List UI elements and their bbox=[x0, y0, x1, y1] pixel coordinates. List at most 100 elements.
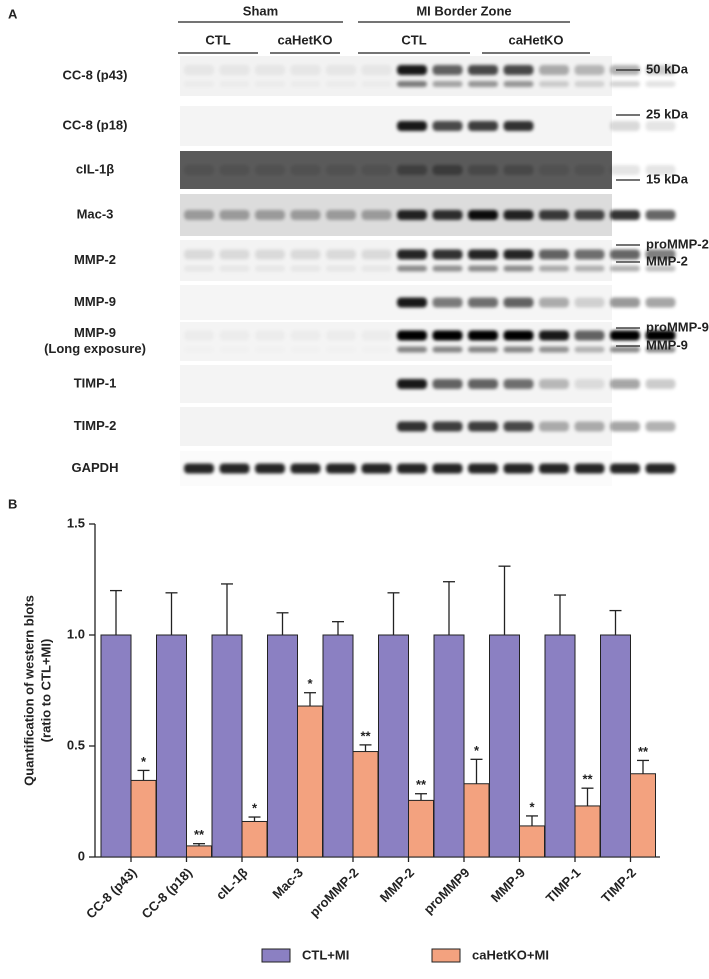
band bbox=[574, 330, 605, 341]
y-tick-label: 0.5 bbox=[67, 737, 85, 752]
band bbox=[432, 330, 463, 341]
band bbox=[184, 463, 214, 474]
band bbox=[610, 463, 640, 474]
band bbox=[503, 81, 534, 87]
band bbox=[290, 265, 321, 272]
band bbox=[432, 463, 463, 474]
blot-bands bbox=[220, 330, 676, 353]
band bbox=[290, 165, 321, 175]
band bbox=[219, 265, 250, 272]
marker-label: proMMP-9 bbox=[646, 319, 709, 334]
band bbox=[432, 297, 463, 308]
band bbox=[574, 297, 605, 308]
x-tick-label: TIMP-2 bbox=[598, 865, 639, 906]
band bbox=[362, 81, 392, 87]
subgroup-label: caHetKO bbox=[509, 32, 564, 47]
band bbox=[610, 249, 640, 260]
band bbox=[539, 330, 569, 341]
row-label: CC-8 (p18) bbox=[62, 117, 127, 132]
row-label: Mac-3 bbox=[77, 206, 114, 221]
band bbox=[184, 265, 214, 272]
band bbox=[574, 463, 605, 474]
significance: ** bbox=[360, 728, 371, 743]
blot-bands bbox=[184, 249, 676, 272]
band bbox=[290, 463, 321, 474]
band bbox=[468, 330, 498, 341]
band bbox=[326, 165, 356, 175]
band bbox=[397, 330, 427, 341]
band bbox=[503, 421, 534, 432]
band bbox=[255, 249, 285, 260]
band bbox=[610, 210, 640, 220]
band bbox=[255, 265, 285, 272]
band bbox=[326, 81, 356, 87]
band bbox=[574, 421, 605, 432]
band bbox=[326, 249, 356, 260]
band bbox=[610, 81, 640, 87]
band bbox=[468, 297, 498, 308]
band bbox=[610, 379, 640, 389]
band bbox=[645, 165, 676, 175]
band bbox=[574, 379, 605, 389]
significance: * bbox=[529, 799, 535, 814]
significance: * bbox=[474, 743, 480, 758]
band bbox=[220, 81, 250, 87]
blot-bands bbox=[397, 121, 676, 131]
significance: * bbox=[307, 676, 313, 691]
bar bbox=[130, 779, 157, 858]
band bbox=[574, 65, 605, 75]
y-axis-label: (ratio to CTL+MI) bbox=[38, 639, 53, 743]
band bbox=[574, 265, 605, 272]
band bbox=[397, 265, 427, 272]
band bbox=[645, 210, 676, 220]
band bbox=[362, 331, 392, 341]
band bbox=[290, 210, 321, 220]
band bbox=[468, 265, 498, 272]
band bbox=[539, 379, 569, 389]
band bbox=[397, 65, 427, 75]
row-label: TIMP-2 bbox=[74, 418, 117, 433]
band bbox=[255, 65, 285, 75]
x-tick-label: MMP-9 bbox=[488, 865, 528, 905]
band bbox=[574, 346, 605, 353]
band bbox=[503, 346, 534, 353]
bar bbox=[297, 705, 323, 858]
band bbox=[432, 265, 463, 272]
legend-swatch bbox=[261, 948, 291, 963]
x-tick-label: Mac-3 bbox=[269, 865, 306, 902]
band bbox=[219, 165, 250, 175]
row-label: CC-8 (p43) bbox=[62, 67, 127, 82]
y-axis-label: Quantification of western blots bbox=[21, 595, 36, 786]
band bbox=[326, 210, 356, 220]
marker-label: 15 kDa bbox=[646, 171, 689, 186]
band bbox=[503, 265, 534, 272]
band bbox=[539, 210, 569, 220]
band bbox=[184, 249, 214, 260]
band bbox=[468, 65, 498, 75]
band bbox=[468, 463, 498, 474]
band bbox=[610, 165, 640, 175]
band bbox=[255, 331, 285, 341]
row-sublabel: (Long exposure) bbox=[44, 341, 146, 356]
blot-bands bbox=[397, 379, 676, 389]
band bbox=[361, 65, 392, 75]
band bbox=[645, 346, 676, 353]
y-tick-label: 0 bbox=[78, 848, 85, 863]
band bbox=[645, 463, 676, 474]
band bbox=[397, 297, 427, 308]
band bbox=[432, 81, 463, 87]
bar bbox=[186, 845, 212, 858]
blot-bands bbox=[397, 297, 676, 308]
band bbox=[220, 331, 250, 341]
band bbox=[468, 210, 498, 220]
band bbox=[219, 210, 250, 220]
x-tick-label: MMP-2 bbox=[377, 865, 417, 905]
band bbox=[574, 81, 605, 87]
group-label: MI Border Zone bbox=[416, 3, 511, 18]
band bbox=[361, 165, 392, 175]
band bbox=[397, 165, 427, 175]
bar bbox=[211, 634, 243, 858]
band bbox=[645, 379, 676, 389]
x-tick-label: cIL-1β bbox=[213, 865, 251, 903]
band bbox=[645, 297, 676, 308]
